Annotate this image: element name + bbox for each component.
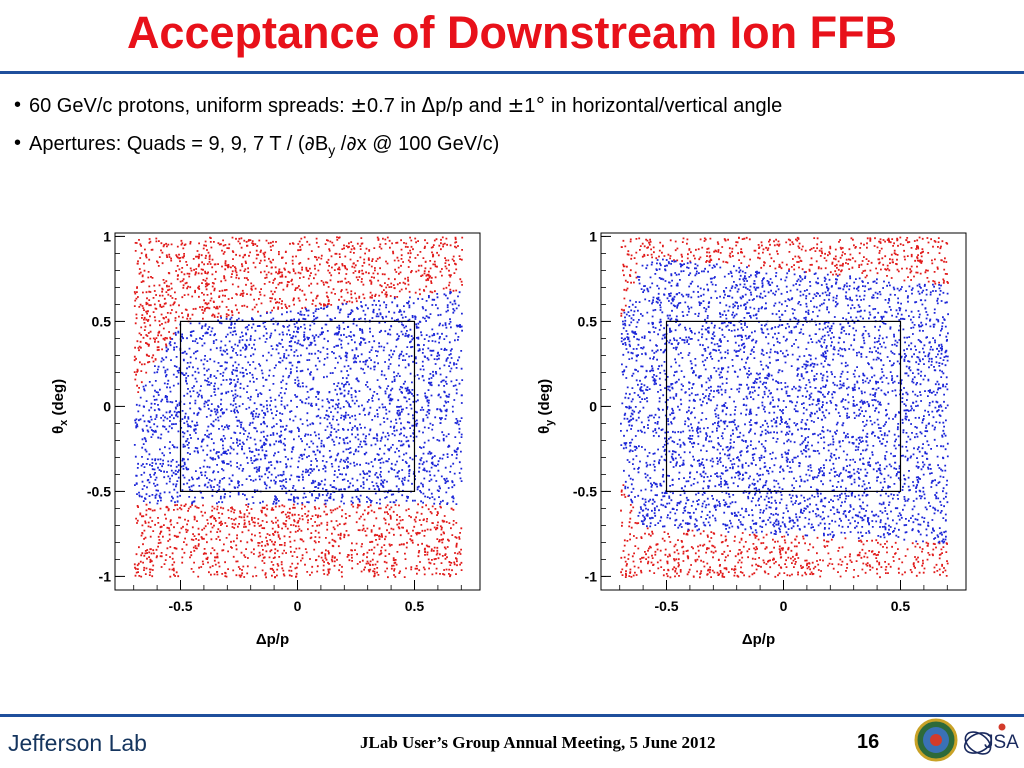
bullet-item: • Apertures: Quads = 9, 9, 7 T / (∂By /∂…: [14, 130, 782, 168]
bullet-list: • 60 GeV/c protons, uniform spreads: ±0.…: [14, 92, 782, 168]
text-run: 0.7 in: [367, 95, 422, 117]
y-axis-label-subscript: y: [544, 419, 556, 426]
y-axis-label: θy (deg): [536, 379, 556, 434]
svg-text:JSA: JSA: [984, 732, 1019, 753]
text-run: x @ 100 GeV/c): [356, 133, 500, 155]
aperture-box: [665, 320, 902, 493]
y-tick-label: -0.5: [573, 483, 597, 499]
text-run: /: [335, 133, 347, 155]
text-run: 60 GeV/c protons, uniform spreads:: [29, 95, 351, 117]
bullet-text: 60 GeV/c protons, uniform spreads: ±0.7 …: [29, 93, 783, 117]
subscript-text: y: [328, 142, 336, 158]
y-axis-label: θx (deg): [50, 379, 70, 434]
plot-svg: -1 -0.5 0 0.5 1 -0.5 0 0.5 Δp/p θy (deg): [536, 228, 967, 648]
aperture-box: [179, 320, 416, 493]
text-run: Apertures: Quads = 9, 9, 7 T / (: [29, 133, 305, 155]
y-axis-label-symbol: θ: [50, 426, 67, 434]
meeting-caption: JLab User’s Group Annual Meeting, 5 June…: [360, 733, 716, 752]
page-number: 16: [857, 731, 880, 753]
plot-svg: -1 -0.5 0 0.5 1 -0.5 0 0.5 Δp/p θx (deg): [50, 228, 481, 648]
bullet-text: Apertures: Quads = 9, 9, 7 T / (∂By /∂x …: [29, 131, 500, 158]
y-tick-label: 0: [103, 398, 111, 414]
symbol-text: °: [535, 93, 546, 117]
x-tick-label: 0.5: [405, 598, 425, 614]
text-run: in horizontal/vertical angle: [545, 95, 783, 117]
x-tick-label: 0: [294, 598, 302, 614]
y-tick-label: 0: [589, 398, 597, 414]
plot-frame: [600, 232, 967, 591]
text-run: p/p and: [435, 95, 508, 117]
y-tick-label: 1: [103, 228, 111, 244]
x-tick-label: -0.5: [654, 598, 678, 614]
footer-divider: [0, 714, 1024, 717]
jsa-logo-icon: JSA: [963, 723, 1019, 755]
x-tick-label: 0.5: [891, 598, 911, 614]
jefferson-lab-logo: Jefferson Lab: [8, 730, 147, 756]
scatter-plot-theta-x: -1 -0.5 0 0.5 1 -0.5 0 0.5 Δp/p θx (deg): [45, 225, 505, 665]
symbol-text: ±: [350, 93, 368, 117]
title-divider: [0, 71, 1024, 74]
slide-title: Acceptance of Downstream Ion FFB: [126, 7, 898, 58]
text-run: B: [314, 133, 329, 155]
bullet-dot-icon: •: [14, 94, 22, 116]
y-tick-label: 0.5: [578, 313, 598, 329]
accepted-particles-series: [133, 291, 464, 505]
y-axis-label-symbol: θ: [536, 426, 553, 434]
x-tick-label: -0.5: [168, 598, 192, 614]
y-axis-label-unit: (deg): [50, 379, 67, 420]
bullet-item: • 60 GeV/c protons, uniform spreads: ±0.…: [14, 92, 782, 130]
scatter-plot-theta-y: -1 -0.5 0 0.5 1 -0.5 0 0.5 Δp/p θy (deg): [531, 225, 991, 665]
y-axis-label-unit: (deg): [536, 379, 553, 420]
bullet-dot-icon: •: [14, 132, 22, 154]
y-tick-label: 1: [589, 228, 597, 244]
y-tick-label: -1: [585, 568, 598, 584]
symbol-text: ∂: [304, 131, 315, 155]
symbol-text: Δ: [421, 93, 436, 117]
y-tick-label: -1: [99, 568, 112, 584]
text-run: 1: [524, 95, 536, 117]
symbol-text: ∂: [346, 131, 357, 155]
y-tick-label: 0.5: [92, 313, 112, 329]
doe-seal-icon: [914, 718, 958, 762]
accepted-particles-series: [620, 258, 949, 544]
y-axis-label-subscript: x: [58, 419, 70, 426]
x-tick-label: 0: [780, 598, 788, 614]
x-axis-label: Δp/p: [256, 631, 289, 648]
y-tick-label: -0.5: [87, 483, 111, 499]
x-axis-label: Δp/p: [742, 631, 775, 648]
symbol-text: ±: [507, 93, 525, 117]
